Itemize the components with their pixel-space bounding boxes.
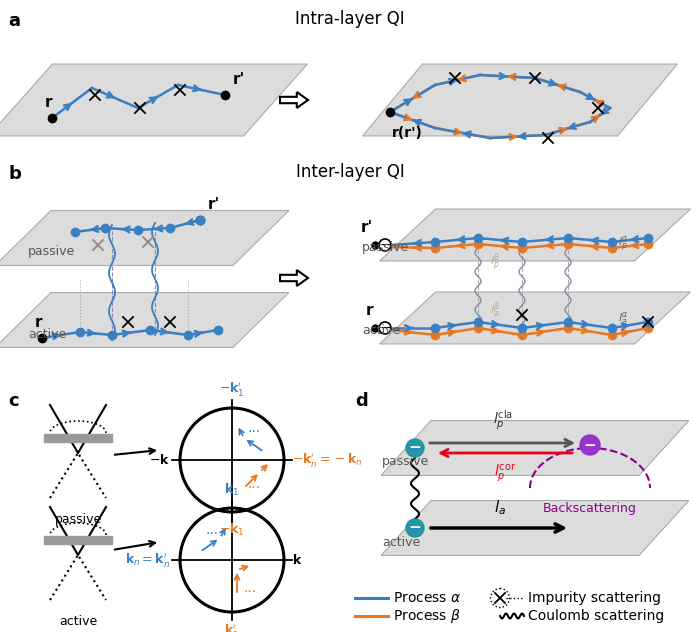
Text: $l_a^\alpha$: $l_a^\alpha$ — [618, 310, 629, 327]
Text: active: active — [28, 327, 66, 341]
Polygon shape — [280, 270, 308, 286]
Text: Impurity scattering: Impurity scattering — [528, 591, 661, 605]
Text: ...: ... — [244, 581, 257, 595]
Text: $-\mathbf{k}_1$: $-\mathbf{k}_1$ — [219, 522, 245, 538]
Text: active: active — [59, 615, 97, 628]
Text: r(r'): r(r') — [392, 126, 423, 140]
Text: $l_a$: $l_a$ — [494, 498, 506, 517]
Text: $\mathbf{k}_1'$: $\mathbf{k}_1'$ — [225, 622, 239, 632]
Text: Inter-layer QI: Inter-layer QI — [295, 163, 405, 181]
Polygon shape — [381, 420, 689, 475]
Polygon shape — [379, 209, 690, 261]
Text: Process $\beta$: Process $\beta$ — [393, 607, 461, 625]
Polygon shape — [363, 64, 678, 136]
Text: $l_p^\mathrm{cor}$: $l_p^\mathrm{cor}$ — [494, 462, 516, 484]
Polygon shape — [0, 210, 289, 265]
Text: ...: ... — [247, 477, 260, 491]
Text: −: − — [379, 321, 391, 335]
Text: $\mathbf{k}_n=\mathbf{k}_n'$: $\mathbf{k}_n=\mathbf{k}_n'$ — [125, 551, 170, 569]
Circle shape — [580, 435, 600, 455]
Text: active: active — [382, 535, 420, 549]
Text: passive: passive — [55, 513, 102, 526]
Text: $\mathbf{k}$: $\mathbf{k}$ — [292, 553, 302, 567]
Text: $l_a^\beta$: $l_a^\beta$ — [490, 300, 500, 320]
Text: r': r' — [360, 220, 373, 235]
Text: r': r' — [233, 72, 245, 87]
Text: −: − — [379, 238, 391, 252]
Text: $l_p^\mathrm{cla}$: $l_p^\mathrm{cla}$ — [493, 408, 513, 432]
Text: passive: passive — [362, 241, 410, 255]
Text: c: c — [8, 392, 19, 410]
Text: $-\mathbf{k}_n'=-\mathbf{k}_n$: $-\mathbf{k}_n'=-\mathbf{k}_n$ — [292, 451, 363, 469]
Text: passive: passive — [382, 456, 429, 468]
Text: Process $\alpha$: Process $\alpha$ — [393, 591, 461, 605]
Polygon shape — [379, 292, 690, 344]
Text: $\mathbf{k}_1$: $\mathbf{k}_1$ — [225, 482, 239, 498]
Text: $-\mathbf{k}$: $-\mathbf{k}$ — [149, 453, 170, 467]
Circle shape — [406, 519, 424, 537]
Text: $l_p^\alpha$: $l_p^\alpha$ — [618, 234, 629, 253]
Text: r: r — [365, 303, 373, 318]
Polygon shape — [381, 501, 689, 556]
Polygon shape — [280, 92, 308, 108]
Text: ...: ... — [247, 421, 260, 435]
Polygon shape — [0, 293, 289, 348]
Text: active: active — [362, 324, 400, 336]
Text: r: r — [34, 315, 42, 330]
Text: −: − — [584, 437, 596, 453]
Circle shape — [406, 439, 424, 457]
Text: passive: passive — [28, 245, 76, 258]
Text: Backscattering: Backscattering — [543, 502, 637, 515]
Text: $l_p^\beta$: $l_p^\beta$ — [490, 252, 500, 274]
Text: b: b — [8, 165, 21, 183]
Text: Coulomb scattering: Coulomb scattering — [528, 609, 664, 623]
Text: r': r' — [208, 197, 220, 212]
Polygon shape — [0, 64, 307, 136]
Text: −: − — [409, 441, 421, 456]
Text: a: a — [8, 12, 20, 30]
Text: r: r — [44, 95, 52, 110]
Text: Intra-layer QI: Intra-layer QI — [295, 10, 405, 28]
Text: −: − — [409, 521, 421, 535]
Text: ...: ... — [205, 523, 218, 537]
Text: d: d — [355, 392, 368, 410]
Text: $-\mathbf{k}_1^\prime$: $-\mathbf{k}_1^\prime$ — [219, 380, 245, 398]
